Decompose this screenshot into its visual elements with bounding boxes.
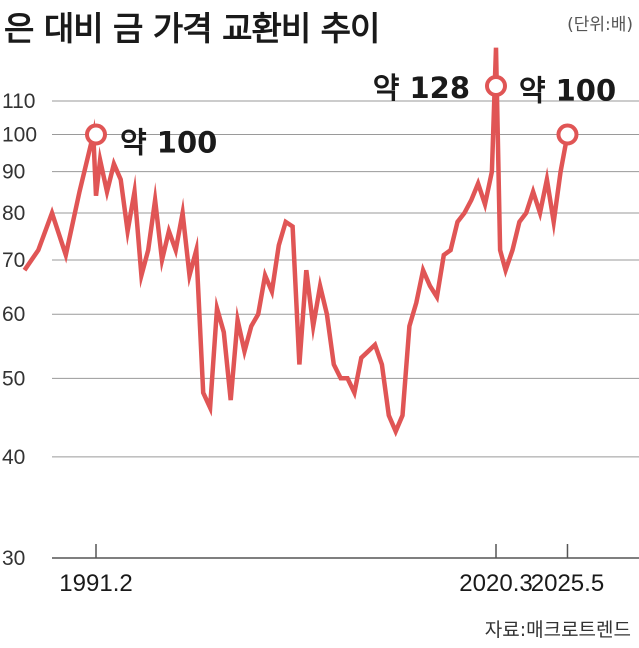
unit-label: (단위:배) <box>567 15 633 35</box>
y-tick-label-80: 80 <box>2 202 25 225</box>
y-axis-ticks: 30 40 50 60 70 80 90 100 110 <box>2 90 37 570</box>
y-tick-label-70: 70 <box>2 249 25 272</box>
annotations: 약 100 약 128 약 100 <box>120 71 616 160</box>
x-tick-label-2: 2025.5 <box>531 570 604 597</box>
annotation-label-0: 약 100 <box>120 126 217 160</box>
source-note: 자료:매크로트렌드 <box>484 619 631 641</box>
y-tick-label-60: 60 <box>2 303 25 326</box>
y-tick-label-50: 50 <box>2 367 25 390</box>
annotation-marker-0 <box>85 123 107 146</box>
x-tick-label-1: 2020.3 <box>459 570 532 597</box>
y-tick-label-40: 40 <box>2 446 25 469</box>
annotation-label-2: 약 100 <box>519 74 616 108</box>
y-tick-label-90: 90 <box>2 161 25 184</box>
chart-title: 은 대비 금 가격 교환비 추이 <box>4 9 380 48</box>
y-tick-label-110: 110 <box>2 90 35 113</box>
series-line-0 <box>22 47 570 438</box>
series-line <box>22 47 570 438</box>
annotation-label-1: 약 128 <box>373 71 470 105</box>
peak-markers <box>85 75 579 146</box>
x-tick-label-0: 1991.2 <box>59 570 132 597</box>
annotation-marker-2 <box>556 123 579 146</box>
y-tick-label-30: 30 <box>2 547 25 570</box>
y-tick-label-100: 100 <box>2 124 37 147</box>
annotation-marker-1 <box>485 75 507 97</box>
